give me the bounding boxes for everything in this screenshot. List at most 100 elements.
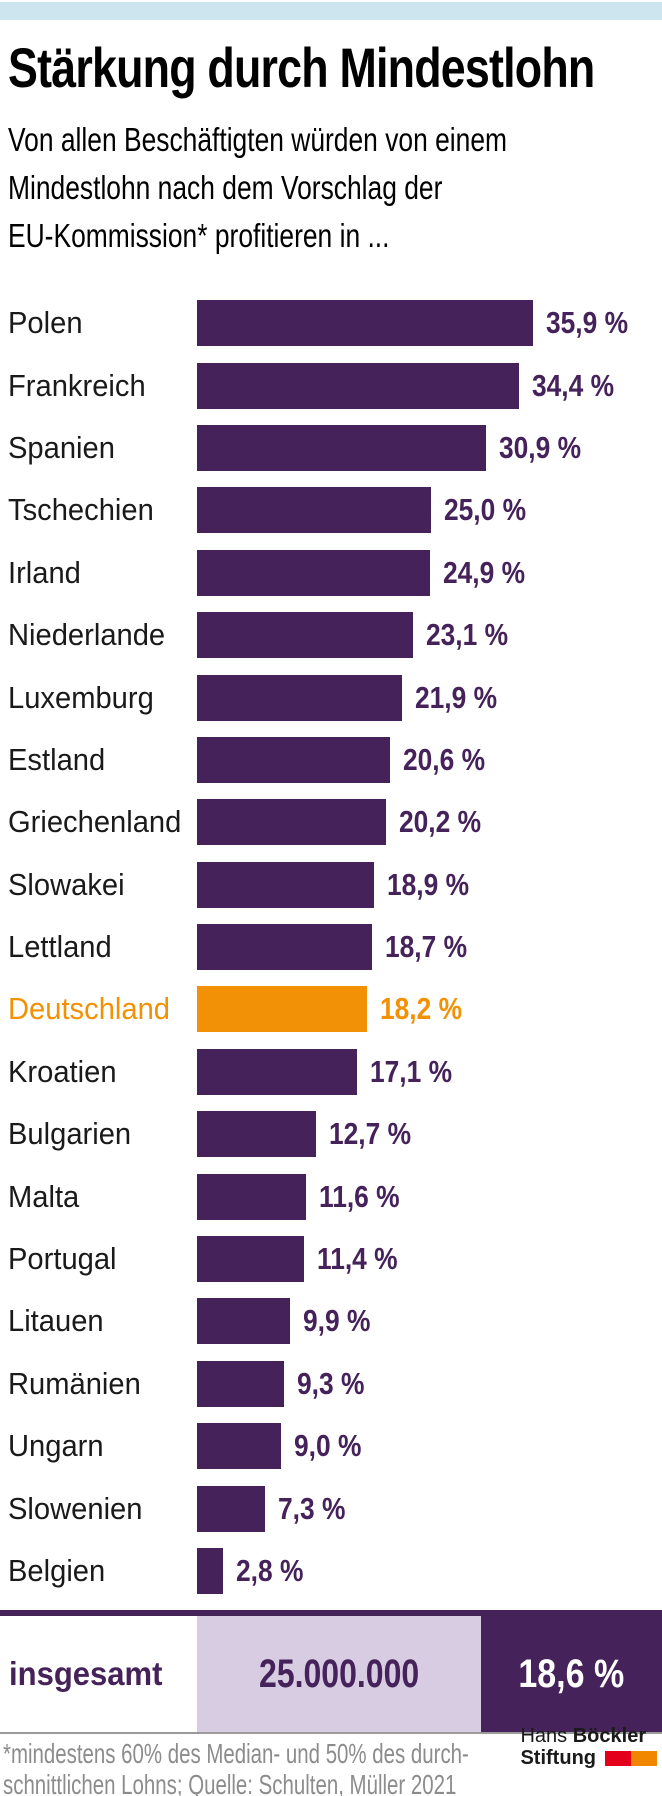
chart-row: Irland 24,9 % [0,542,662,604]
bar [197,300,533,347]
country-label: Frankreich [8,367,146,403]
value-label: 11,6 % [318,1178,400,1214]
country-label: Kroatien [8,1053,117,1089]
value-label: 2,8 % [236,1553,304,1588]
chart-row: Frankreich 34,4 % [0,354,662,416]
total-label: insgesamt [9,1655,163,1692]
chart-row: Rumänien 9,3 % [0,1353,662,1415]
chart-row: Malta 11,6 % [0,1165,662,1227]
value-label: 9,3 % [297,1365,365,1401]
chart-row: Bulgarien 12,7 % [0,1103,662,1165]
chart-row: Slowakei 18,9 % [0,854,662,916]
chart-row: Slowenien 7,3 % [0,1477,662,1539]
total-row: insgesamt 25.000.000 18,6 % [0,1610,662,1734]
bar [197,924,372,971]
value-label: 30,9 % [499,429,582,465]
logo-text-hans: Hans [520,1725,568,1747]
chart-row: Griechenland 20,2 % [0,791,662,853]
chart-row: Polen 35,9 % [0,292,662,354]
country-label: Niederlande [8,617,166,653]
value-label: 7,3 % [278,1490,346,1526]
country-label: Rumänien [8,1365,141,1401]
chart-row: Kroatien 17,1 % [0,1041,662,1103]
value-label: 11,4 % [316,1241,398,1277]
value-label: 12,7 % [328,1116,411,1152]
country-label: Lettland [8,929,112,965]
bar [197,736,390,783]
logo-text-stiftung: Stiftung [520,1747,596,1769]
chart-subtitle: Von allen Beschäftigten würden von einem… [8,116,632,260]
country-label: Ungarn [8,1428,104,1464]
footnote-line-1: *mindestens 60% des Median- und 50% des … [3,1738,469,1769]
bar [197,549,430,596]
bar [197,612,414,659]
country-label: Portugal [8,1241,117,1277]
value-label: 20,2 % [399,804,482,840]
country-label: Litauen [8,1303,104,1339]
bar [197,1485,266,1532]
logo-text-boeckler: Böckler [572,1725,647,1747]
chart-row: Belgien 2,8 % [0,1540,662,1602]
country-label: Estland [8,741,106,777]
chart-row: Lettland 18,7 % [0,916,662,978]
chart-row: Niederlande 23,1 % [0,604,662,666]
value-label: 25,0 % [444,492,527,528]
country-label: Griechenland [8,804,182,840]
chart-row: Luxemburg 21,9 % [0,666,662,728]
total-percent-cell: 18,6 % [481,1616,662,1732]
country-label: Belgien [8,1553,106,1588]
country-label: Polen [8,305,83,341]
bar [197,861,374,908]
footnote-line-2: schnittlichen Lohns; Quelle: Schulten, M… [3,1769,457,1796]
value-label: 18,2 % [380,991,463,1027]
subtitle-line-1: Von allen Beschäftigten würden von einem [8,121,507,158]
bar [197,1423,282,1470]
hans-boeckler-stiftung-logo: Hans Böckler Stiftung [520,1725,657,1769]
chart-row: Spanien 30,9 % [0,417,662,479]
bar [197,674,402,721]
country-label: Malta [8,1178,80,1214]
subtitle-line-2: Mindestlohn nach dem Vorschlag der [8,169,443,206]
total-count: 25.000.000 [258,1651,420,1696]
logo-orange-square [631,1750,657,1766]
value-label: 18,9 % [386,866,469,902]
value-label: 17,1 % [370,1053,453,1089]
logo-red-square [605,1750,631,1766]
bar [197,487,431,534]
country-label: Slowenien [8,1490,143,1526]
country-label: Bulgarien [8,1116,132,1152]
bar [197,1048,357,1095]
country-label: Deutschland [8,991,171,1027]
bar [197,1548,224,1594]
footnote: *mindestens 60% des Median- und 50% des … [3,1738,641,1796]
total-count-cell: 25.000.000 [197,1616,481,1732]
value-label: 20,6 % [402,741,485,777]
total-percent: 18,6 % [518,1651,625,1696]
bar [197,1173,306,1220]
logo-line-1: Hans Böckler [520,1725,657,1747]
bar [197,424,487,471]
value-label: 21,9 % [415,679,498,715]
logo-line-2: Stiftung [520,1747,657,1769]
bar [197,986,368,1033]
chart-row: Litauen 9,9 % [0,1290,662,1352]
value-label: 9,9 % [302,1303,371,1339]
bar [197,799,387,846]
top-accent-strip [0,2,662,20]
subtitle-line-3: EU-Kommission* profitieren in ... [8,217,390,254]
value-label: 23,1 % [426,617,509,653]
value-label: 34,4 % [532,367,615,403]
country-label: Luxemburg [8,679,154,715]
bar [197,1360,284,1407]
country-label: Spanien [8,429,115,465]
bar [197,1111,316,1158]
value-label: 9,0 % [294,1428,362,1464]
country-label: Irland [8,554,81,590]
chart-row: Estland 20,6 % [0,729,662,791]
bar-chart: Polen 35,9 % Frankreich 34,4 % Spanien 30,9 %… [0,292,662,1602]
bar [197,1236,304,1283]
value-label: 35,9 % [546,305,629,341]
total-label-cell: insgesamt [0,1616,197,1732]
chart-title: Stärkung durch Mindestlohn [8,36,595,99]
